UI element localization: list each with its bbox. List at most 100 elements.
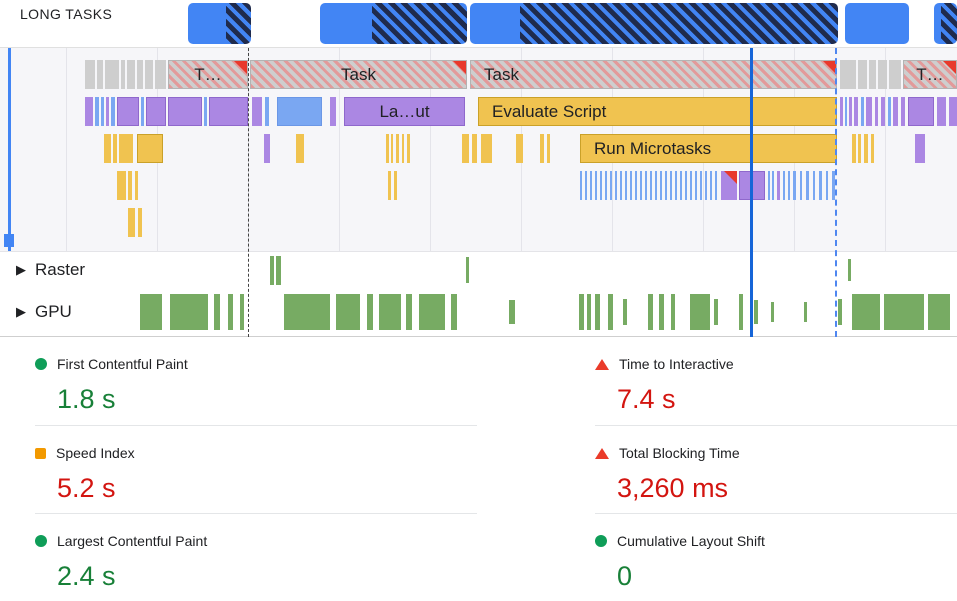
gpu-activity-bar[interactable]: [587, 294, 591, 330]
gpu-activity-bar[interactable]: [170, 294, 208, 330]
flame-bar[interactable]: [391, 134, 393, 163]
flame-bar[interactable]: [127, 60, 135, 89]
flame-bar[interactable]: [840, 97, 843, 126]
flame-bar[interactable]: [864, 134, 868, 163]
gpu-activity-bar[interactable]: [671, 294, 675, 330]
flame-bar[interactable]: [937, 97, 946, 126]
flame-bar[interactable]: [881, 97, 885, 126]
flame-bar-task[interactable]: Task: [470, 60, 837, 89]
flame-bar[interactable]: [95, 97, 99, 126]
gpu-activity-bar[interactable]: [140, 294, 162, 330]
flame-bar[interactable]: [915, 134, 925, 163]
gpu-activity-bar[interactable]: [579, 294, 584, 330]
flame-bar[interactable]: [168, 97, 202, 126]
flame-bar[interactable]: [264, 134, 270, 163]
flame-bar[interactable]: [111, 97, 115, 126]
flame-bar-la-ut[interactable]: La…ut: [344, 97, 465, 126]
long-task-bar[interactable]: [188, 3, 251, 44]
gpu-activity-bar[interactable]: [336, 294, 360, 330]
flame-bar[interactable]: [768, 171, 770, 200]
flame-bar[interactable]: [386, 134, 389, 163]
gpu-activity-bar[interactable]: [406, 294, 412, 330]
flame-bar[interactable]: [101, 97, 104, 126]
gpu-activity-bar[interactable]: [852, 294, 880, 330]
gpu-activity-bar[interactable]: [928, 294, 950, 330]
gpu-activity-bar[interactable]: [714, 299, 718, 325]
flame-bar[interactable]: [888, 97, 891, 126]
flame-bar[interactable]: [800, 171, 802, 200]
flame-bar[interactable]: [739, 171, 765, 200]
flame-bar[interactable]: [949, 97, 957, 126]
flame-bar[interactable]: [407, 134, 410, 163]
flame-bar-evaluate-script[interactable]: Evaluate Script: [478, 97, 837, 126]
gpu-activity-bar[interactable]: [804, 302, 807, 322]
flame-bar[interactable]: [204, 97, 207, 126]
flame-bar[interactable]: [516, 134, 523, 163]
gpu-activity-bar[interactable]: [754, 300, 758, 324]
gpu-activity-bar[interactable]: [451, 294, 457, 330]
flame-bar[interactable]: [128, 208, 135, 237]
long-task-bar[interactable]: [470, 3, 838, 44]
flame-bar[interactable]: [462, 134, 469, 163]
flame-bar[interactable]: [813, 171, 815, 200]
flame-bar[interactable]: [869, 60, 876, 89]
gpu-track-header[interactable]: ▶ GPU: [16, 287, 72, 336]
long-task-bar[interactable]: [320, 3, 467, 44]
flame-bar[interactable]: [783, 171, 785, 200]
flame-bar[interactable]: [119, 134, 133, 163]
flame-bar[interactable]: [547, 134, 550, 163]
flame-bar[interactable]: [871, 134, 874, 163]
gpu-activity-bar[interactable]: [690, 294, 710, 330]
flame-bar[interactable]: [858, 60, 867, 89]
flame-bar[interactable]: [394, 171, 397, 200]
flame-bar[interactable]: [252, 97, 262, 126]
flame-bar[interactable]: [819, 171, 822, 200]
flame-bar[interactable]: [481, 134, 492, 163]
flame-bar[interactable]: [117, 171, 126, 200]
flame-bar[interactable]: [878, 60, 887, 89]
raster-activity-bar[interactable]: [270, 255, 274, 285]
flame-bar[interactable]: [826, 171, 828, 200]
flame-bar[interactable]: [106, 97, 109, 126]
flame-bar[interactable]: [861, 97, 864, 126]
flame-bar[interactable]: [402, 134, 404, 163]
flame-bar[interactable]: [875, 97, 878, 126]
long-task-bar[interactable]: [934, 3, 957, 44]
gpu-activity-bar[interactable]: [379, 294, 401, 330]
flame-bar[interactable]: [852, 134, 856, 163]
flame-bar[interactable]: [908, 97, 934, 126]
long-task-bar[interactable]: [845, 3, 909, 44]
flame-bar-run-microtasks[interactable]: Run Microtasks: [580, 134, 837, 163]
flame-bar[interactable]: [113, 134, 117, 163]
flame-bar[interactable]: [117, 97, 139, 126]
flame-bar[interactable]: [889, 60, 901, 89]
flame-bar[interactable]: [209, 97, 248, 126]
flame-bar[interactable]: [832, 171, 835, 200]
raster-track-header[interactable]: ▶ Raster: [16, 253, 85, 287]
flame-bar[interactable]: [540, 134, 544, 163]
flame-bar[interactable]: [145, 60, 153, 89]
flame-bar[interactable]: [840, 60, 856, 89]
flame-bar[interactable]: [396, 134, 399, 163]
flame-bar[interactable]: [105, 60, 119, 89]
flame-bar[interactable]: [472, 134, 477, 163]
flame-bar[interactable]: [806, 171, 809, 200]
flame-bar[interactable]: [772, 171, 774, 200]
raster-activity-bar[interactable]: [466, 257, 469, 283]
gpu-activity-bar[interactable]: [659, 294, 664, 330]
flame-bar[interactable]: [866, 97, 872, 126]
flame-bar[interactable]: [580, 171, 720, 200]
flame-bar[interactable]: [858, 134, 861, 163]
flame-bar[interactable]: [893, 97, 898, 126]
gpu-activity-bar[interactable]: [608, 294, 613, 330]
flame-bar[interactable]: [788, 171, 790, 200]
flame-bar[interactable]: [296, 134, 304, 163]
gpu-activity-bar[interactable]: [367, 294, 373, 330]
flame-bar[interactable]: [265, 97, 269, 126]
flame-bar-task[interactable]: Task: [250, 60, 467, 89]
flame-chart[interactable]: T… Task Task T… La…ut Evaluate Script Run Micr…: [0, 48, 957, 252]
flame-bar[interactable]: [141, 97, 144, 126]
raster-expand-icon[interactable]: ▶: [16, 262, 26, 277]
flame-bar[interactable]: [845, 97, 847, 126]
flame-bar[interactable]: [121, 60, 125, 89]
